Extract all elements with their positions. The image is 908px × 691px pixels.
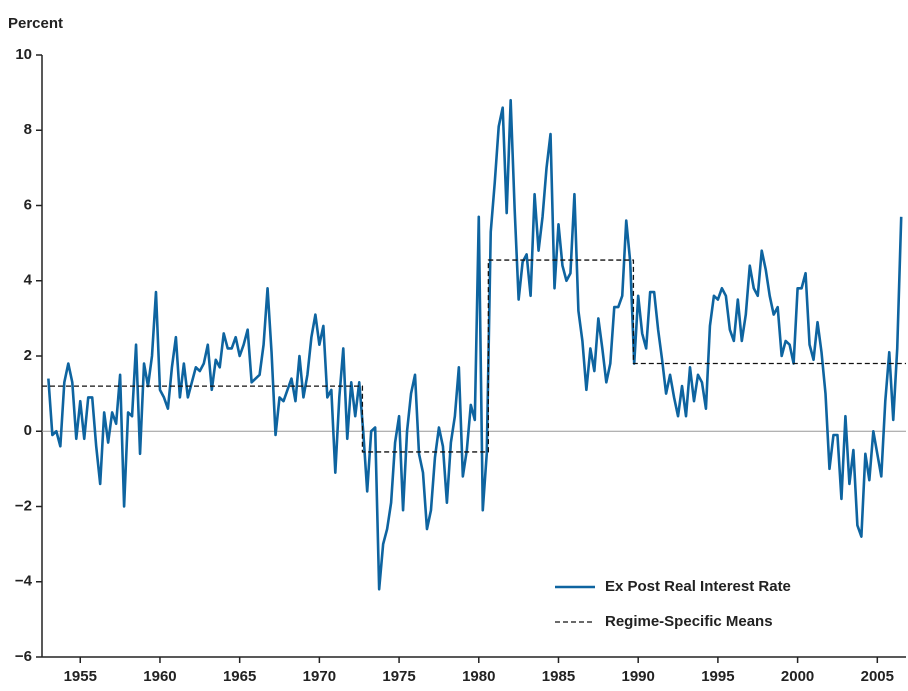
y-tick-label: 2 (24, 347, 32, 364)
x-tick-label: 2005 (861, 668, 894, 685)
legend-label: Ex Post Real Interest Rate (605, 578, 791, 595)
y-tick-label: 4 (24, 272, 33, 289)
series-line (47, 98, 903, 591)
y-tick-label: 8 (24, 121, 32, 138)
x-tick-label: 1985 (542, 668, 575, 685)
x-tick-label: 1960 (143, 668, 176, 685)
y-tick-label: 10 (15, 46, 32, 63)
y-tick-label: −2 (15, 497, 32, 514)
x-tick-label: 1955 (64, 668, 97, 685)
y-tick-label: −4 (15, 573, 33, 590)
y-tick-label: 0 (24, 422, 32, 439)
x-tick-label: 1990 (622, 668, 655, 685)
y-axis-label: Percent (8, 15, 63, 32)
x-tick-label: 1980 (462, 668, 495, 685)
y-tick-label: 6 (24, 196, 32, 213)
legend-label: Regime-Specific Means (605, 613, 773, 630)
series-line (42, 259, 906, 453)
y-tick-label: −6 (15, 648, 32, 665)
x-tick-label: 1970 (303, 668, 336, 685)
x-tick-label: 2000 (781, 668, 814, 685)
x-tick-label: 1995 (701, 668, 734, 685)
x-tick-label: 1965 (223, 668, 256, 685)
x-tick-label: 1975 (382, 668, 415, 685)
